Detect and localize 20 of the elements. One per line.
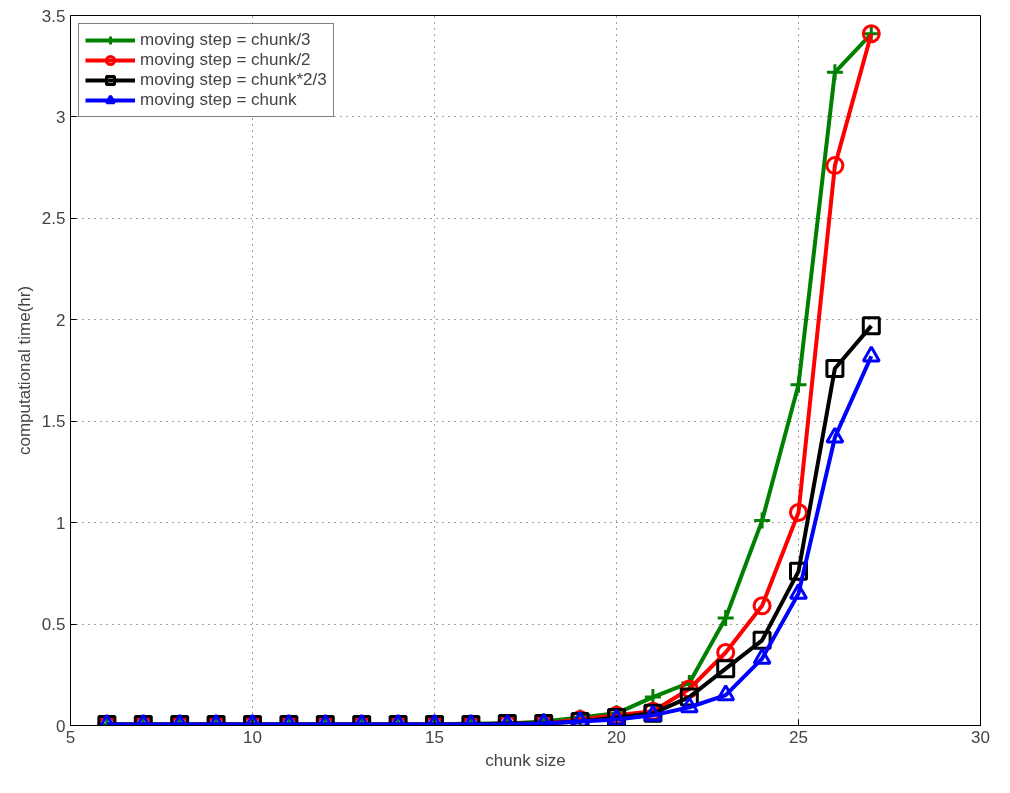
y-tick-label: 0.5 [41,615,66,635]
x-tick-label: 10 [243,727,262,747]
x-tick-label: 15 [425,727,444,747]
x-tick-label: 30 [971,727,990,747]
y-tick-label: 3 [56,107,66,127]
legend-label: moving step = chunk*2/3 [140,70,327,90]
legend-label: moving step = chunk/3 [140,30,311,50]
x-tick-label: 25 [789,727,808,747]
y-axis-title: computational time(hr) [14,285,34,456]
x-tick-label: 5 [65,727,76,747]
legend-label: moving step = chunk [140,90,297,110]
x-axis-title: chunk size [485,750,566,770]
legend-label: moving step = chunk/2 [140,50,311,70]
y-tick-label: 2.5 [41,209,66,229]
y-tick-label: 2 [56,310,66,330]
y-tick-label: 1 [56,513,66,533]
y-tick-label: 1.5 [41,412,66,432]
x-tick-label: 20 [607,727,626,747]
y-tick-label: 3.5 [41,6,66,26]
y-tick-label: 0 [56,716,66,736]
